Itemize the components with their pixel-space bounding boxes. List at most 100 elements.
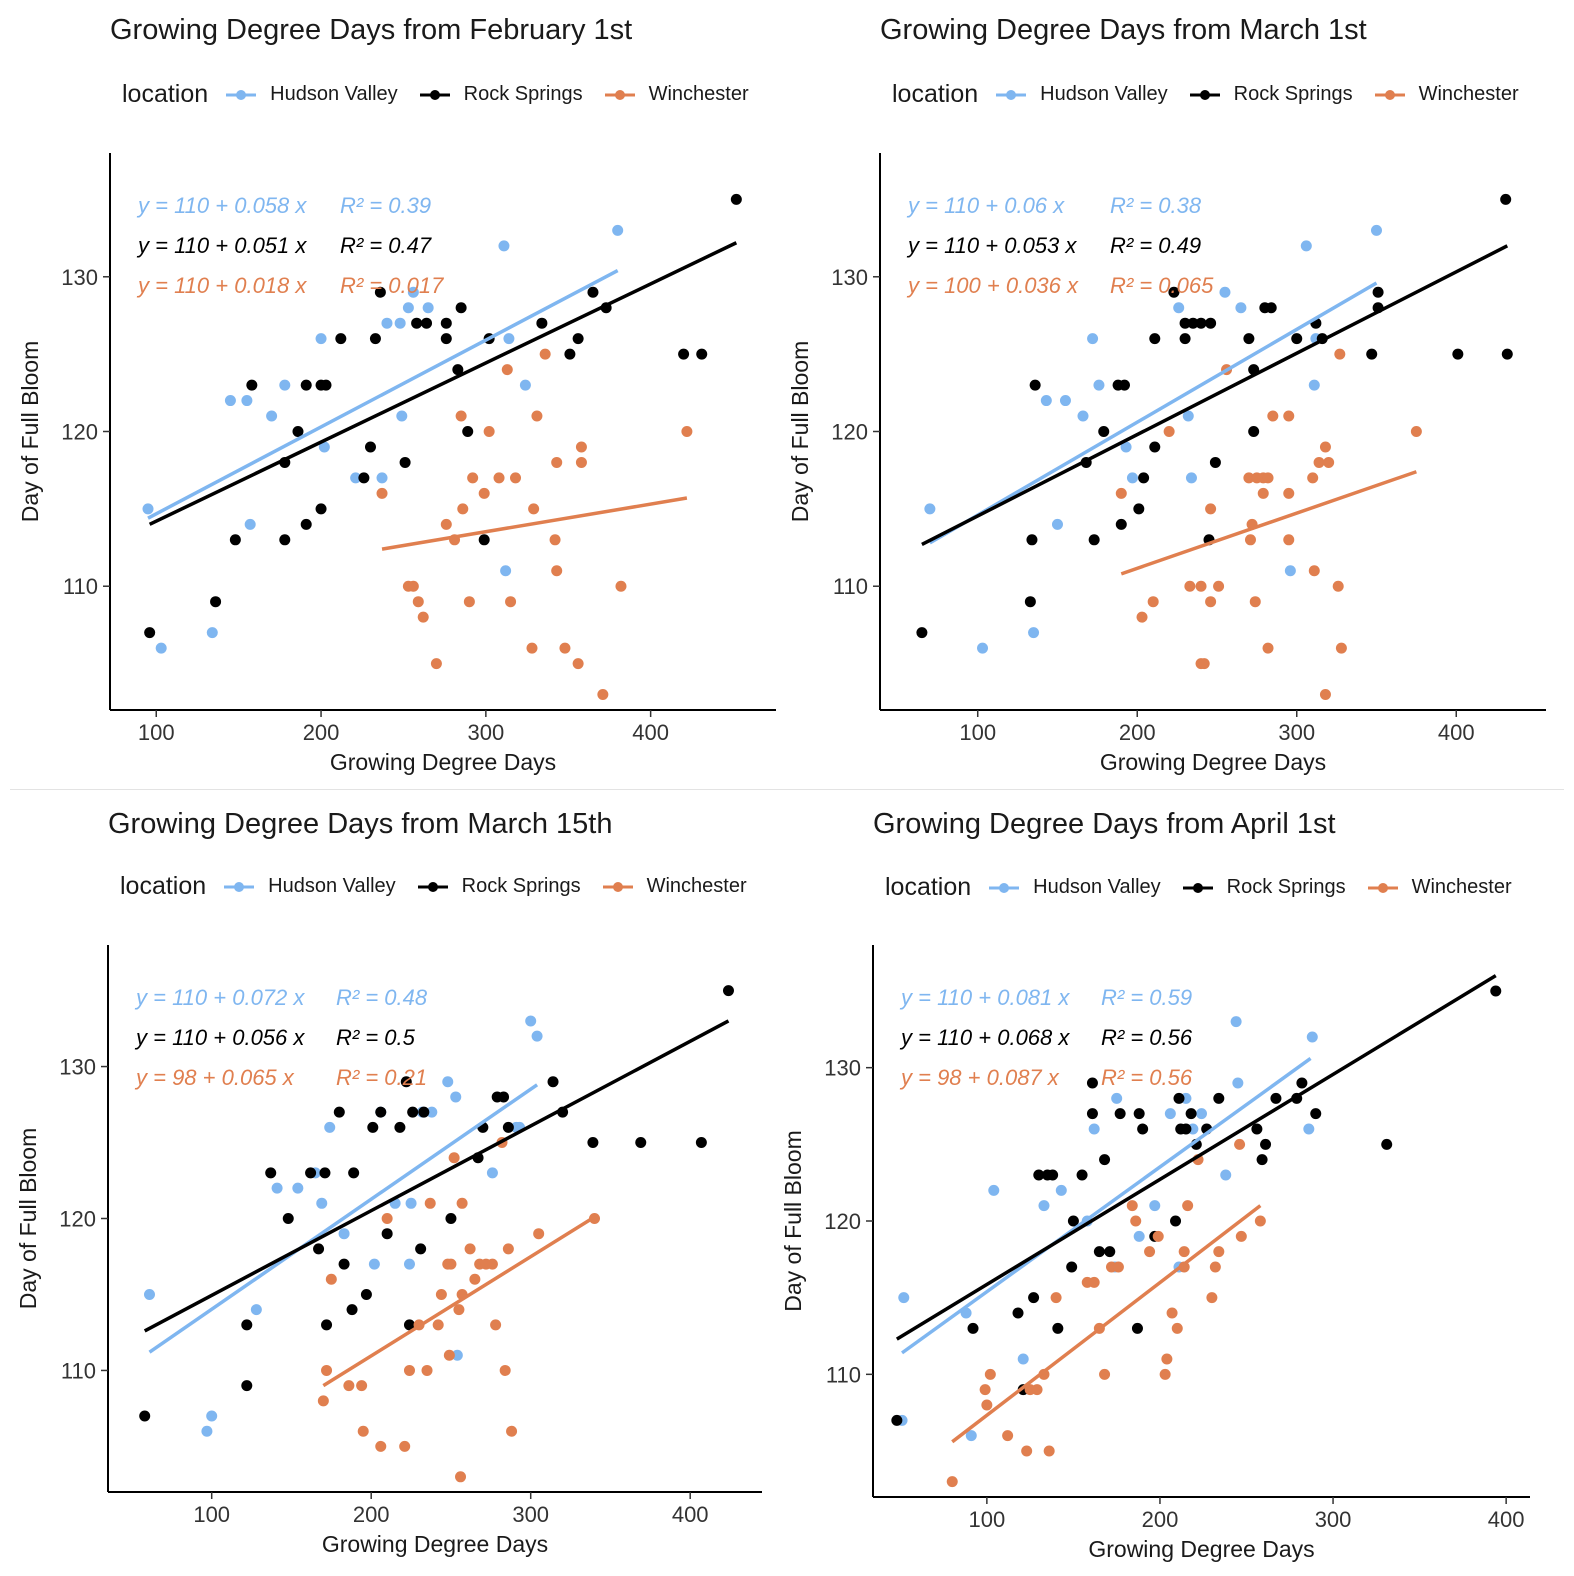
data-point <box>1185 472 1197 484</box>
data-point <box>1213 1092 1225 1104</box>
data-point <box>313 1243 325 1255</box>
legend-item-rock-springs: Rock Springs <box>418 82 583 108</box>
regression-equation: y = 110 + 0.051 x <box>136 233 307 258</box>
data-point <box>490 1319 502 1331</box>
data-point <box>455 1471 467 1483</box>
regression-equation: y = 110 + 0.072 x <box>134 985 305 1010</box>
data-point <box>1017 1353 1029 1365</box>
data-point <box>376 472 388 484</box>
legend-key-icon <box>1189 89 1220 100</box>
data-point <box>224 395 236 407</box>
legend-item-winchester: Winchester <box>1373 82 1519 108</box>
y-tick-label: 110 <box>63 574 98 599</box>
data-point <box>1283 487 1295 499</box>
data-point <box>338 1258 350 1270</box>
data-point <box>455 410 467 422</box>
data-point <box>533 1228 545 1240</box>
data-point <box>456 1197 468 1209</box>
data-point <box>547 1076 559 1088</box>
data-point <box>1410 426 1422 437</box>
regression-line <box>148 1083 539 1354</box>
data-point <box>478 534 490 546</box>
data-point <box>1182 410 1194 422</box>
data-point <box>1179 317 1191 329</box>
data-point <box>206 627 218 639</box>
data-point <box>981 1399 993 1411</box>
regression-line <box>147 269 619 520</box>
data-point <box>572 333 584 345</box>
legend: location Hudson Valley Rock Springs Winc… <box>885 873 1532 902</box>
data-point <box>1166 1307 1178 1319</box>
data-point <box>1195 580 1207 592</box>
legend-item-winchester: Winchester <box>601 874 747 900</box>
data-point <box>407 286 419 298</box>
legend-label: Rock Springs <box>1226 876 1346 898</box>
data-point <box>505 596 517 608</box>
data-point <box>1133 1230 1145 1242</box>
data-point <box>1332 580 1344 592</box>
data-point <box>891 1414 903 1426</box>
x-tick-label: 300 <box>467 720 504 745</box>
data-point <box>1452 348 1464 360</box>
data-point <box>1066 1261 1078 1273</box>
data-point <box>317 1395 329 1407</box>
data-point <box>246 379 258 391</box>
data-point <box>1335 642 1347 654</box>
regression-line <box>143 1019 730 1333</box>
y-axis-label: Day of Full Bloom <box>787 341 813 523</box>
data-point <box>1205 596 1217 608</box>
legend: location Hudson Valley Rock Springs Winc… <box>892 80 1539 109</box>
data-point <box>1501 348 1513 360</box>
data-point <box>1319 689 1331 701</box>
data-point <box>1033 1169 1045 1181</box>
data-point <box>1059 395 1071 407</box>
data-point <box>597 689 609 701</box>
data-point <box>916 627 928 639</box>
y-axis-label: Day of Full Bloom <box>780 1130 806 1312</box>
data-point <box>343 1380 355 1392</box>
data-point <box>1319 441 1331 453</box>
data-point <box>1043 1445 1055 1457</box>
data-point <box>241 1380 253 1392</box>
data-point <box>469 1273 481 1285</box>
data-point <box>1112 1261 1124 1273</box>
chart-title: Growing Degree Days from March 1st <box>880 14 1367 46</box>
data-point <box>1088 1276 1100 1288</box>
regression-equation: y = 110 + 0.053 x <box>906 233 1077 258</box>
data-point <box>1147 596 1159 608</box>
y-tick-label: 130 <box>824 1056 861 1081</box>
legend: location Hudson Valley Rock Springs Winc… <box>120 872 767 901</box>
data-point <box>531 410 543 422</box>
data-point <box>1026 534 1038 546</box>
data-point <box>1136 611 1148 623</box>
y-axis-label: Day of Full Bloom <box>17 341 43 523</box>
data-point <box>499 1364 511 1376</box>
data-point <box>453 1304 465 1316</box>
data-point <box>1265 302 1277 314</box>
data-point <box>452 364 464 376</box>
data-point <box>1213 580 1225 592</box>
data-point <box>587 1137 599 1149</box>
data-point <box>1235 302 1247 314</box>
r-squared-label: R² = 0.47 <box>340 233 432 258</box>
data-point <box>364 441 376 453</box>
data-point <box>503 333 515 345</box>
legend-key-icon <box>417 881 448 892</box>
x-tick-label: 200 <box>1119 720 1156 745</box>
data-point <box>1313 456 1325 468</box>
y-tick-label: 120 <box>61 420 98 445</box>
data-point <box>1126 472 1138 484</box>
data-point <box>1334 348 1346 360</box>
data-point <box>551 565 563 577</box>
data-point <box>1182 1200 1194 1212</box>
legend-label: Hudson Valley <box>1033 876 1161 898</box>
data-point <box>1093 379 1105 391</box>
data-point <box>440 333 452 345</box>
data-point <box>1308 565 1320 577</box>
data-point <box>1372 286 1384 298</box>
x-axis-label: Growing Degree Days <box>322 1531 548 1557</box>
data-point <box>696 348 708 360</box>
data-point <box>1243 333 1255 345</box>
data-point <box>1195 317 1207 329</box>
regression-equation: y = 110 + 0.058 x <box>136 193 307 218</box>
